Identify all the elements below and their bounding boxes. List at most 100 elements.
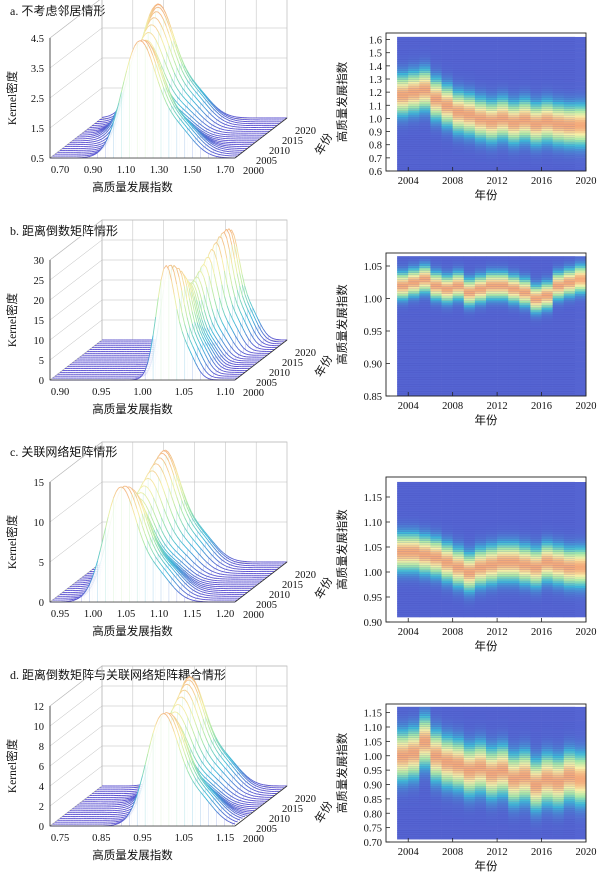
heat-cell (430, 83, 442, 87)
heat-cell (452, 119, 465, 123)
surface-line (215, 106, 219, 110)
surface-line (173, 60, 178, 68)
surface-line (150, 43, 154, 48)
heat-cell (441, 63, 453, 67)
surface-line (176, 96, 181, 101)
heat-cell (408, 90, 420, 94)
heat-cell (463, 166, 476, 170)
z-tick-label: 4.5 (31, 34, 44, 45)
heat-cell (397, 155, 409, 158)
surface-line (181, 59, 185, 66)
heat-cell (474, 117, 487, 120)
surface-line (173, 110, 178, 115)
surface-line (106, 128, 110, 133)
heat-cell (419, 61, 431, 65)
heat-cell (397, 92, 409, 96)
heat-cell (463, 130, 476, 134)
heat-cell (574, 150, 587, 154)
heat-cell (474, 130, 487, 134)
surface-line (210, 142, 214, 146)
heat-cell (574, 133, 587, 136)
heat-cell (463, 54, 476, 58)
heat-cell (452, 133, 465, 136)
surface-line (207, 137, 211, 140)
surface-line (109, 113, 113, 116)
surface-line (144, 26, 149, 32)
surface-line (173, 36, 177, 45)
heat-cell (397, 50, 409, 53)
surface-line (152, 55, 156, 64)
heat-cell (486, 90, 498, 94)
surface-line (189, 74, 193, 79)
heat-cell (463, 39, 476, 42)
heat-cell (419, 72, 431, 76)
surface-line (168, 107, 172, 113)
surface-line (102, 125, 106, 127)
heat-cell (419, 59, 431, 62)
surface-line (184, 91, 188, 96)
grid-line (49, 87, 103, 129)
heat-cell (397, 52, 409, 56)
heat-cell (419, 57, 431, 60)
heat-cell (574, 59, 587, 62)
heat-cell (397, 112, 409, 116)
surface-line (149, 48, 154, 56)
heat-cell (486, 61, 498, 65)
surface-line (147, 43, 151, 50)
surface-line (152, 65, 157, 74)
surface-line (142, 41, 146, 46)
heat-cell (463, 65, 476, 69)
heat-cell (441, 126, 453, 129)
surface-line (173, 72, 178, 79)
heat-cell (441, 86, 453, 89)
surface-line (226, 113, 230, 116)
heat-cell (408, 52, 420, 56)
surface-line (214, 134, 218, 136)
heat-cell (419, 103, 431, 107)
surface-line (99, 145, 103, 148)
surface-line (182, 102, 186, 106)
surface-line (213, 155, 217, 157)
surface-line (169, 83, 173, 90)
surface-line (165, 87, 170, 95)
heat-cell (397, 124, 409, 127)
heat-cell (397, 88, 409, 91)
heat-cell (463, 95, 476, 98)
heat-cell (419, 41, 431, 44)
surface-line (210, 105, 214, 110)
heat-cell (397, 54, 409, 58)
surface-line (205, 143, 209, 147)
heat-cell (574, 65, 587, 69)
surface-line (204, 138, 209, 142)
heat-cell (574, 164, 587, 167)
surface-line (197, 145, 201, 149)
surface-line (150, 57, 154, 66)
surface-line (168, 100, 172, 107)
heat-cell (430, 155, 442, 158)
heat-cell (408, 135, 420, 138)
surface-line (189, 130, 193, 135)
surface-line (178, 113, 183, 118)
surface-line (189, 97, 194, 102)
surface-line (101, 136, 105, 140)
heat-cell (441, 139, 453, 143)
heat-cell (419, 126, 431, 129)
panel-d-title: d. 距离倒数矩阵与关联网络矩阵耦合情形 (10, 668, 227, 682)
heat-cell (408, 54, 420, 58)
surface-line (216, 119, 220, 122)
surface-line (165, 13, 169, 21)
heat-cell (574, 157, 587, 161)
heat-cell (419, 45, 431, 49)
z-tick-label: 2.5 (31, 94, 44, 105)
surface-line (211, 119, 215, 123)
x-axis-label: 年份 (475, 188, 498, 202)
surface-line (218, 109, 222, 113)
heat-cell (408, 162, 420, 165)
surface-line (208, 153, 212, 156)
heat-cell (419, 70, 431, 73)
heat-cell (430, 128, 442, 132)
heat-cell (430, 74, 442, 78)
heat-cell (408, 124, 420, 127)
heat-cell (474, 119, 487, 123)
surface-line (199, 133, 203, 137)
